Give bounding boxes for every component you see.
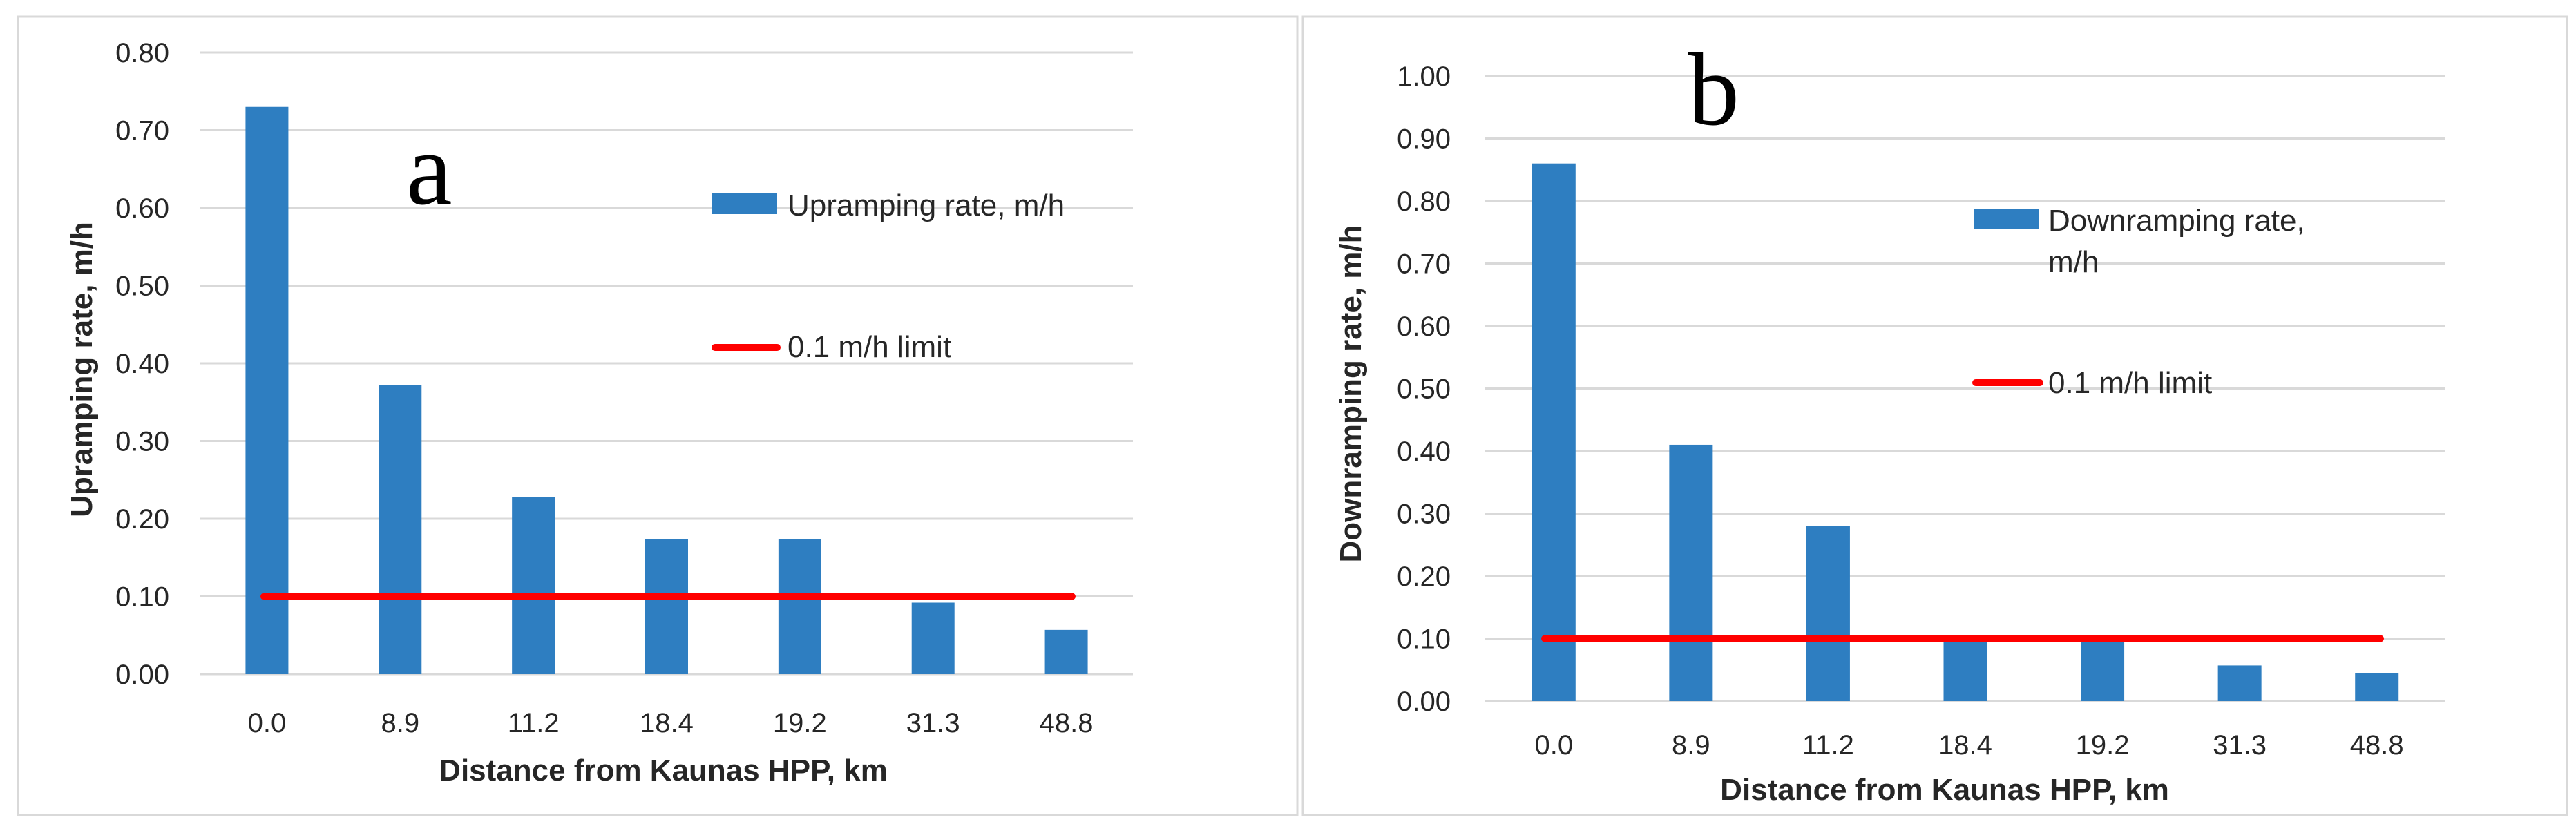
panel-b-legend-bar-label-line1: Downramping rate, bbox=[2048, 204, 2305, 238]
chart-panel-b: 0.00 0.10 0.20 0.30 0.40 0.50 0.60 0.70 0.80 0.90… bbox=[1301, 15, 2568, 816]
x-tick-label: 8.9 bbox=[1672, 730, 1710, 760]
panel-b-legend-bar-swatch bbox=[1974, 209, 2039, 229]
panel-b-x-axis-title: Distance from Kaunas HPP, km bbox=[1720, 773, 2169, 807]
panel-a-x-tick-labels: 0.0 8.9 11.2 18.4 19.2 31.3 48.8 bbox=[248, 708, 1094, 738]
panel-a-y-tick-labels: 0.00 0.10 0.20 0.30 0.40 0.50 0.60 0.70 0.80 bbox=[115, 38, 169, 690]
x-tick-label: 11.2 bbox=[1802, 730, 1854, 760]
panel-a-letter: a bbox=[406, 112, 452, 227]
bar-8.9 bbox=[1669, 444, 1713, 701]
y-tick-label: 0.20 bbox=[1397, 562, 1451, 592]
y-tick-label: 0.90 bbox=[1397, 124, 1451, 155]
x-tick-label: 8.9 bbox=[381, 708, 419, 738]
x-tick-label: 31.3 bbox=[906, 708, 960, 738]
bar-18.4 bbox=[645, 539, 688, 674]
y-tick-label: 0.40 bbox=[1397, 437, 1451, 467]
chart-panel-a: 0.00 0.10 0.20 0.30 0.40 0.50 0.60 0.70 0.80 0.0… bbox=[17, 15, 1299, 816]
y-tick-label: 1.00 bbox=[1397, 61, 1451, 92]
panel-a-border bbox=[17, 15, 1299, 816]
y-tick-label: 0.00 bbox=[1397, 687, 1451, 717]
y-tick-label: 0.80 bbox=[1397, 186, 1451, 217]
bar-11.2 bbox=[1806, 526, 1850, 701]
panel-b-legend-line-label: 0.1 m/h limit bbox=[2048, 366, 2212, 400]
x-tick-label: 48.8 bbox=[2350, 730, 2404, 760]
y-tick-label: 0.00 bbox=[115, 660, 169, 690]
bar-0.0 bbox=[1532, 163, 1576, 701]
bar-18.4 bbox=[1943, 638, 1987, 701]
panel-a-x-axis-title: Distance from Kaunas HPP, km bbox=[439, 754, 888, 787]
y-tick-label: 0.60 bbox=[115, 193, 169, 224]
x-tick-label: 31.3 bbox=[2213, 730, 2267, 760]
panel-b-legend-line-swatch bbox=[1972, 379, 2043, 386]
bar-19.2 bbox=[2081, 638, 2125, 701]
bar-31.3 bbox=[911, 602, 955, 674]
panel-a-bars bbox=[245, 106, 1088, 674]
y-tick-label: 0.70 bbox=[115, 116, 169, 146]
y-tick-label: 0.40 bbox=[115, 349, 169, 379]
y-tick-label: 0.80 bbox=[115, 38, 169, 68]
panel-b-letter: b bbox=[1688, 32, 1739, 147]
y-tick-label: 0.30 bbox=[1397, 499, 1451, 530]
panel-a-legend-line-label: 0.1 m/h limit bbox=[788, 330, 951, 364]
bar-0.0 bbox=[245, 106, 289, 674]
y-tick-label: 0.10 bbox=[1397, 624, 1451, 655]
panel-b-legend-bar-label-line2: m/h bbox=[2048, 245, 2099, 279]
panel-b-bars bbox=[1532, 163, 2399, 701]
y-tick-label: 0.70 bbox=[1397, 249, 1451, 280]
panel-b-y-axis-title: Downramping rate, m/h bbox=[1334, 225, 1368, 563]
bar-8.9 bbox=[379, 385, 422, 674]
y-tick-label: 0.30 bbox=[115, 427, 169, 457]
y-tick-label: 0.60 bbox=[1397, 312, 1451, 342]
panel-a-y-axis-title: Upramping rate, m/h bbox=[65, 222, 99, 517]
panel-b-x-tick-labels: 0.0 8.9 11.2 18.4 19.2 31.3 48.8 bbox=[1534, 730, 2403, 760]
bar-48.8 bbox=[1044, 629, 1088, 674]
panel-b-y-tick-labels: 0.00 0.10 0.20 0.30 0.40 0.50 0.60 0.70 0.80 0.90… bbox=[1397, 61, 1451, 717]
y-tick-label: 0.20 bbox=[115, 504, 169, 535]
panel-a-legend-line-swatch bbox=[712, 344, 781, 351]
bar-48.8 bbox=[2355, 673, 2399, 701]
y-tick-label: 0.50 bbox=[115, 271, 169, 302]
x-tick-label: 19.2 bbox=[773, 708, 827, 738]
x-tick-label: 11.2 bbox=[508, 708, 560, 738]
x-tick-label: 0.0 bbox=[1534, 730, 1573, 760]
x-tick-label: 18.4 bbox=[1938, 730, 1992, 760]
y-tick-label: 0.10 bbox=[115, 582, 169, 613]
bar-11.2 bbox=[512, 497, 555, 674]
bar-19.2 bbox=[778, 539, 821, 674]
x-tick-label: 19.2 bbox=[2076, 730, 2130, 760]
panel-a-legend-bar-swatch bbox=[712, 193, 777, 214]
x-tick-label: 0.0 bbox=[248, 708, 287, 738]
bar-31.3 bbox=[2217, 665, 2262, 701]
x-tick-label: 18.4 bbox=[640, 708, 694, 738]
x-tick-label: 48.8 bbox=[1040, 708, 1094, 738]
panel-a-legend-bar-label: Upramping rate, m/h bbox=[788, 189, 1065, 222]
y-tick-label: 0.50 bbox=[1397, 374, 1451, 405]
